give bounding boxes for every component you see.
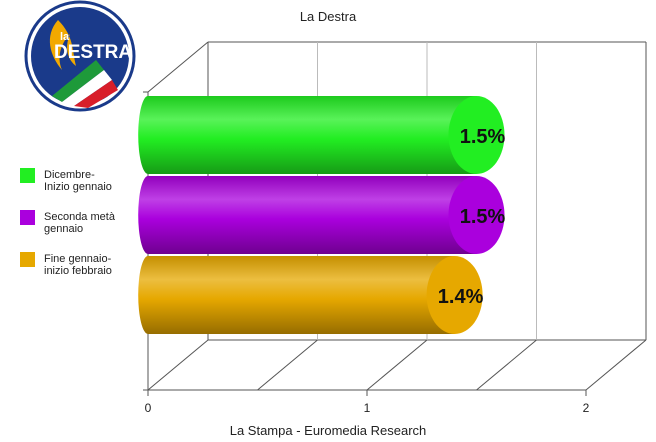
- bar: 1.4%: [138, 256, 484, 334]
- flame-icon: [49, 20, 76, 70]
- legend-swatch: [20, 168, 35, 183]
- bar-value-label: 1.4%: [438, 286, 484, 308]
- bar-body: [138, 176, 477, 254]
- floor-right-edge: [585, 339, 647, 391]
- legend-label: Fine gennaio-: [44, 253, 112, 265]
- chart-title: La Destra: [300, 9, 357, 24]
- legend-label: inizio febbraio: [44, 265, 112, 277]
- floor-line-1: [366, 339, 428, 391]
- bar: 1.5%: [138, 176, 506, 254]
- flag-red-stripe: [74, 80, 118, 108]
- bar: 1.5%: [138, 96, 506, 174]
- x-tick-label: 1: [364, 401, 371, 415]
- bar-cap: [448, 176, 505, 254]
- bar-body: [138, 256, 455, 334]
- bars: 1.5% 1.5% 1.4%: [138, 96, 506, 334]
- logo-prefix: la: [60, 31, 70, 43]
- floor-line-1.5: [476, 339, 537, 391]
- legend-item: Fine gennaio-inizio febbraio: [20, 252, 112, 277]
- x-axis-ticks: 0 1 2: [143, 91, 590, 415]
- legend-label: Inizio gennaio: [44, 181, 112, 193]
- bar-value-label: 1.5%: [460, 126, 506, 148]
- x-tick-label: 0: [145, 401, 152, 415]
- flag-green-stripe: [52, 60, 104, 102]
- legend-swatch: [20, 252, 35, 267]
- bar-cap: [426, 256, 483, 334]
- legend-item: Dicembre-Inizio gennaio: [20, 168, 112, 193]
- top-depth-edge: [147, 41, 209, 93]
- flag-white-stripe: [62, 70, 112, 106]
- legend-label: gennaio: [44, 223, 83, 235]
- legend-label: Seconda metà: [44, 211, 116, 223]
- legend-label: Dicembre-: [44, 169, 95, 181]
- legend: Dicembre-Inizio gennaio Seconda metàgenna…: [20, 168, 116, 277]
- bar-value-label: 1.5%: [460, 206, 506, 228]
- bar-cap: [448, 96, 505, 174]
- la-destra-logo: la DESTRA: [24, 0, 136, 112]
- legend-swatch: [20, 210, 35, 225]
- bar-body: [138, 96, 477, 174]
- logo-name: DESTRA: [54, 42, 132, 63]
- x-axis-label: La Stampa - Euromedia Research: [230, 423, 427, 438]
- x-tick-label: 2: [583, 401, 590, 415]
- floor-line-0.5: [257, 339, 318, 391]
- floor-left-edge: [147, 339, 209, 391]
